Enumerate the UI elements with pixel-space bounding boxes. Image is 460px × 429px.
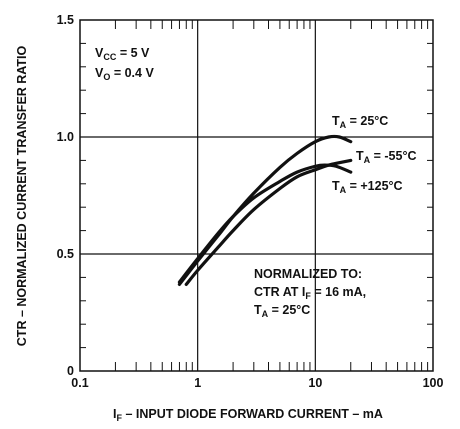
series-label-minus55c-sub: A <box>364 155 371 165</box>
x-axis-label-main: I <box>113 407 116 421</box>
condition-vcc-sub: CC <box>103 52 116 62</box>
y-tick-label: 0 <box>67 364 74 378</box>
x-tick-label: 0.1 <box>71 376 88 390</box>
x-axis-label-rest: – INPUT DIODE FORWARD CURRENT – mA <box>122 407 383 421</box>
series-label-25c-main: T <box>332 114 340 128</box>
series-label-25c-rest: = 25°C <box>346 114 388 128</box>
note-line-2-rest: = 16 mA, <box>311 285 366 299</box>
series-label-minus55c-rest: = -55°C <box>370 149 416 163</box>
y-tick-label: 1.0 <box>57 130 74 144</box>
tick-labels: 0.1 1 10 100 0 0.5 1.0 1.5 <box>57 13 444 390</box>
series-label-25c: TA = 25°C <box>332 114 388 130</box>
note-line-3-main: T <box>254 303 262 317</box>
note-line-3-sub: A <box>262 309 269 319</box>
series-label-125c: TA = +125°C <box>332 179 403 195</box>
series-label-125c-rest: = +125°C <box>346 179 402 193</box>
x-tick-label: 100 <box>423 376 444 390</box>
grid <box>80 20 433 371</box>
note-line-2-main: CTR AT I <box>254 285 305 299</box>
y-tick-label: 1.5 <box>57 13 74 27</box>
series-label-125c-main: T <box>332 179 340 193</box>
condition-vo: VO = 0.4 V <box>95 66 154 82</box>
x-tick-label: 1 <box>194 376 201 390</box>
condition-vo-main: V <box>95 66 104 80</box>
condition-vo-rest: = 0.4 V <box>110 66 154 80</box>
y-tick-label: 0.5 <box>57 247 74 261</box>
x-axis-label-sub: F <box>117 413 123 423</box>
series-label-minus55c: TA = -55°C <box>356 149 416 165</box>
minor-ticks <box>80 20 433 371</box>
note-line-2: CTR AT IF = 16 mA, <box>254 285 366 301</box>
condition-vcc-rest: = 5 V <box>116 46 150 60</box>
x-tick-label: 10 <box>308 376 322 390</box>
plot-frame <box>79 19 434 372</box>
note-line-2-sub: F <box>305 291 311 301</box>
note-line-3: TA = 25°C <box>254 303 310 319</box>
note-line-3-rest: = 25°C <box>268 303 310 317</box>
series-label-minus55c-main: T <box>356 149 364 163</box>
x-axis-label: IF – INPUT DIODE FORWARD CURRENT – mA <box>113 407 383 423</box>
condition-vcc: VCC = 5 V <box>95 46 150 62</box>
condition-vcc-main: V <box>95 46 104 60</box>
series-label-125c-sub: A <box>340 185 347 195</box>
series-label-25c-sub: A <box>340 120 347 130</box>
curve-ta-125c <box>177 163 353 284</box>
y-axis-label: CTR – NORMALIZED CURRENT TRANSFER RATIO <box>15 45 29 346</box>
condition-vo-sub: O <box>103 72 110 82</box>
curves <box>177 134 353 287</box>
note-line-1: NORMALIZED TO: <box>254 267 362 281</box>
